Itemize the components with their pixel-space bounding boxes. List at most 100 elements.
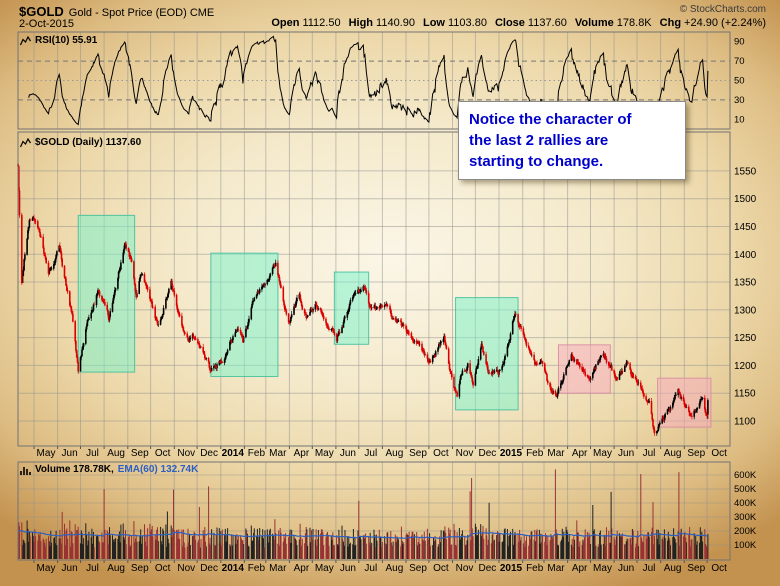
volume-axis-label: 300K: [734, 512, 757, 523]
volume-panel-border: [17, 461, 731, 561]
rsi-label-text: RSI(10) 55.91: [35, 35, 98, 46]
price-panel-border: [17, 131, 731, 447]
x-axis-label: May: [315, 563, 334, 574]
price-axis-label: 1550: [734, 166, 757, 177]
x-axis-label: Sep: [687, 448, 705, 459]
price-axis-label: 1400: [734, 250, 757, 261]
x-axis-label: Apr: [294, 448, 310, 459]
x-axis-label: Jun: [340, 448, 356, 459]
highlight-box-teal: [455, 297, 519, 411]
price-label-text: $GOLD (Daily) 1137.60: [35, 137, 142, 148]
annotation-line: the last 2 rallies are: [469, 132, 609, 149]
x-axis-label: Apr: [294, 563, 310, 574]
x-axis-label: Aug: [664, 448, 682, 459]
highlight-box-teal: [210, 252, 279, 378]
price-axis-label: 1150: [734, 389, 756, 400]
x-axis-label: Apr: [572, 448, 588, 459]
annotation-box: Notice the character of the last 2 ralli…: [458, 101, 686, 180]
x-axis-label: Dec: [479, 563, 497, 574]
x-axis-label: Oct: [155, 448, 171, 459]
volume-ema-line: [17, 529, 708, 540]
x-axis-label: Oct: [433, 448, 449, 459]
low-label: Low: [422, 17, 445, 29]
price-axis-label: 1500: [734, 194, 757, 205]
x-axis-label: Aug: [664, 563, 682, 574]
x-axis-label: May: [37, 448, 56, 459]
x-axis-label: Mar: [269, 448, 287, 459]
price-axis-label: 1350: [734, 278, 757, 289]
rsi-axis-label: 30: [734, 95, 745, 106]
highlight-box-teal: [77, 214, 136, 373]
rsi-label: RSI(10) 55.91: [20, 35, 97, 46]
x-axis-label: Jun: [618, 448, 634, 459]
symbol-description: Gold - Spot Price (EOD) CME: [68, 7, 215, 19]
price-axis-label: 1100: [734, 416, 756, 427]
volume-label-text: Volume 178.78K,: [35, 464, 114, 475]
x-axis-label: Nov: [456, 448, 474, 459]
x-axis-label: 2014: [222, 563, 245, 574]
chg-value: +24.90 (+2.24%): [684, 17, 766, 29]
x-axis-label: Jul: [364, 563, 377, 574]
volume-bars-up: [22, 491, 709, 559]
x-axis-label: Aug: [107, 448, 125, 459]
x-axis-label: Dec: [200, 448, 218, 459]
high-value: 1140.90: [376, 17, 415, 29]
x-axis-label: 2014: [222, 448, 245, 459]
chart-header: $GOLD Gold - Spot Price (EOD) CME: [19, 3, 214, 21]
symbol: $GOLD: [19, 4, 64, 19]
indicator-icon: [20, 35, 31, 45]
x-axis-label: May: [593, 563, 612, 574]
x-axis-label: Apr: [572, 563, 588, 574]
price-axis-label: 1250: [734, 333, 757, 344]
open-label: Open: [271, 17, 300, 29]
x-axis-label: Nov: [177, 563, 195, 574]
x-axis-label: Aug: [386, 448, 404, 459]
quote-line: Open 1112.50 High 1140.90 Low 1103.80 Close 113…: [271, 17, 766, 29]
x-axis-label: Jul: [86, 563, 99, 574]
x-axis-label: Oct: [711, 448, 727, 459]
x-axis-label: 2015: [500, 448, 523, 459]
x-axis-label: Oct: [155, 563, 171, 574]
x-axis-label: Jun: [618, 563, 634, 574]
x-axis-label: Sep: [131, 563, 149, 574]
rsi-panel-border: [17, 31, 731, 130]
open-value: 1112.50: [302, 17, 341, 29]
volume-label: Volume 178.78K, EMA(60) 132.74K: [20, 464, 198, 475]
x-axis-label: Aug: [107, 563, 125, 574]
close-label: Close: [494, 17, 525, 29]
low-value: 1103.80: [447, 17, 487, 29]
x-axis-label: May: [315, 448, 334, 459]
x-axis-label: Jun: [62, 563, 78, 574]
price-axis-label: 1200: [734, 361, 757, 372]
rsi-axis-label: 50: [734, 76, 745, 87]
x-axis-label: Nov: [456, 563, 474, 574]
x-axis-label: Mar: [547, 563, 565, 574]
rsi-line: [28, 35, 709, 126]
x-axis-label: Oct: [433, 563, 449, 574]
volume-axis-label: 600K: [734, 470, 757, 481]
x-axis-label: Jul: [643, 563, 656, 574]
volume-ema-label: EMA(60) 132.74K: [117, 464, 199, 475]
x-axis-label: Sep: [409, 448, 427, 459]
x-axis-label: 2015: [500, 563, 523, 574]
annotation-line: starting to change.: [469, 153, 604, 170]
chg-label: Chg: [659, 17, 682, 29]
annotation-line: Notice the character of: [469, 111, 632, 128]
rsi-axis-label: 90: [734, 37, 745, 48]
x-axis-label: Dec: [200, 563, 218, 574]
x-axis-label: Aug: [386, 563, 404, 574]
quote-date: 2-Oct-2015: [19, 18, 75, 30]
x-axis-label: Feb: [248, 563, 266, 574]
x-axis-label: Mar: [547, 448, 565, 459]
x-axis-label: Jun: [340, 563, 356, 574]
rsi-axis-label: 70: [734, 56, 745, 67]
volume-quote-value: 178.8K: [616, 17, 652, 29]
volume-bars-icon: [20, 466, 31, 475]
x-axis-label: May: [593, 448, 612, 459]
price-axis-label: 1300: [734, 305, 757, 316]
x-axis-label: Jun: [62, 448, 78, 459]
volume-axis-label: 400K: [734, 498, 757, 509]
x-axis-label: Nov: [177, 448, 195, 459]
